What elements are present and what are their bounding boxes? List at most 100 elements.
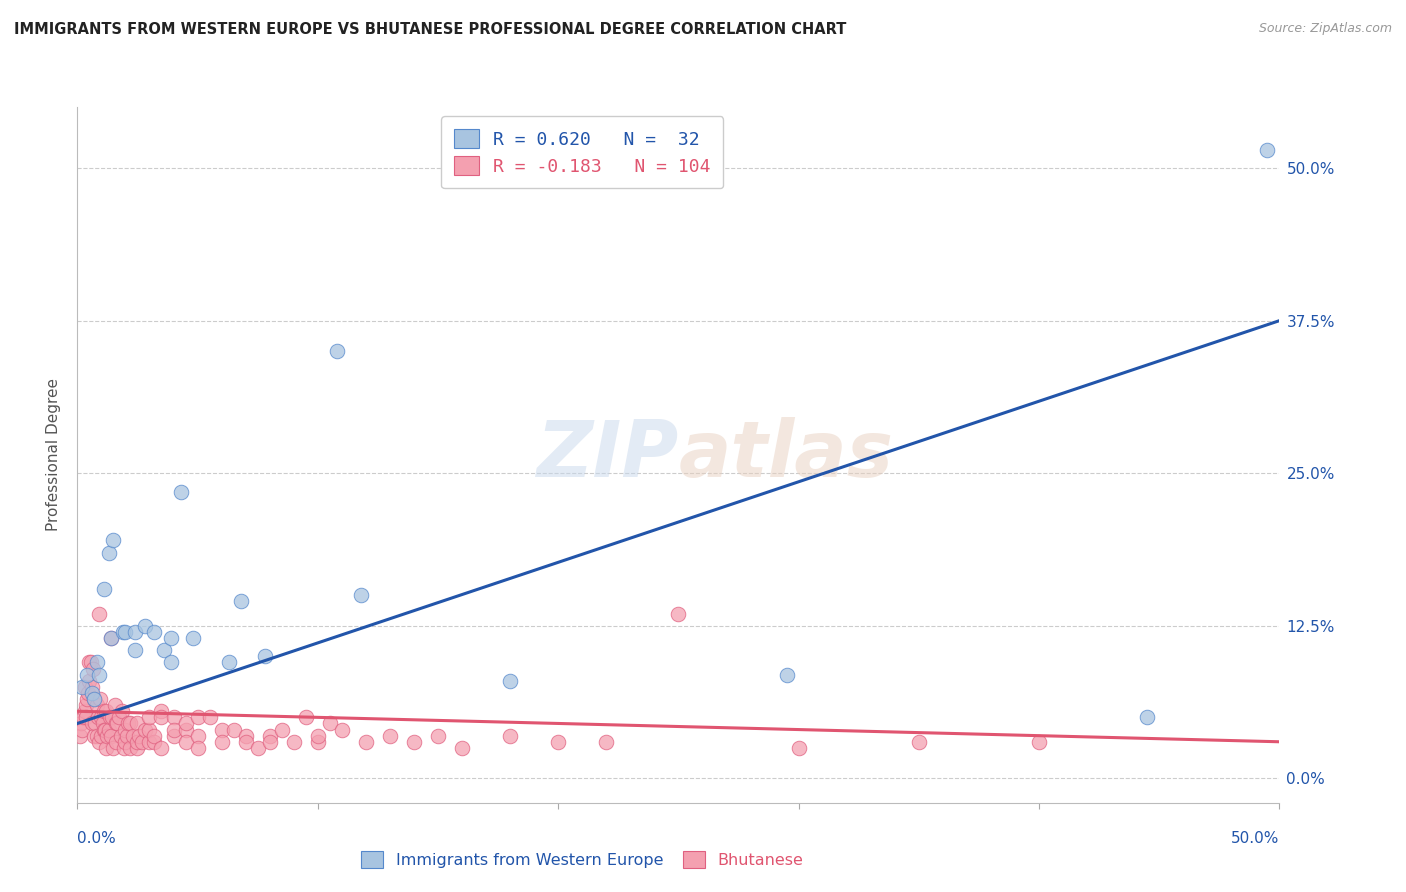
- Point: [82, 661, 104, 675]
- Point: [259, 735, 281, 749]
- Point: [908, 735, 931, 749]
- Point: [108, 710, 131, 724]
- Text: IMMIGRANTS FROM WESTERN EUROPE VS BHUTANESE PROFESSIONAL DEGREE CORRELATION CHAR: IMMIGRANTS FROM WESTERN EUROPE VS BHUTAN…: [14, 22, 846, 37]
- Point: [134, 723, 156, 737]
- Point: [134, 619, 156, 633]
- Point: [127, 740, 149, 755]
- Point: [80, 686, 103, 700]
- Point: [79, 656, 101, 670]
- Point: [283, 735, 305, 749]
- Point: [235, 735, 257, 749]
- Point: [162, 710, 184, 724]
- Point: [79, 656, 101, 670]
- Point: [124, 624, 146, 639]
- Point: [499, 673, 522, 688]
- Point: [96, 704, 118, 718]
- Point: [229, 594, 252, 608]
- Point: [72, 710, 94, 724]
- Point: [100, 631, 122, 645]
- Point: [111, 624, 134, 639]
- Point: [128, 729, 150, 743]
- Point: [114, 735, 136, 749]
- Point: [187, 710, 209, 724]
- Point: [187, 740, 209, 755]
- Point: [83, 729, 105, 743]
- Point: [100, 631, 122, 645]
- Point: [114, 723, 136, 737]
- Point: [73, 680, 96, 694]
- Text: ZIP: ZIP: [536, 417, 679, 493]
- Point: [307, 729, 329, 743]
- Point: [124, 643, 146, 657]
- Point: [104, 716, 127, 731]
- Point: [595, 735, 617, 749]
- Point: [259, 729, 281, 743]
- Point: [235, 729, 257, 743]
- Point: [93, 704, 115, 718]
- Point: [153, 643, 176, 657]
- Point: [73, 704, 96, 718]
- Point: [120, 716, 142, 731]
- Point: [110, 729, 132, 743]
- Point: [111, 704, 134, 718]
- Text: 50.0%: 50.0%: [1232, 830, 1279, 846]
- Point: [103, 740, 125, 755]
- Point: [246, 740, 269, 755]
- Point: [150, 740, 173, 755]
- Point: [174, 716, 197, 731]
- Point: [181, 631, 204, 645]
- Point: [138, 723, 160, 737]
- Y-axis label: Professional Degree: Professional Degree: [46, 378, 62, 532]
- Point: [70, 723, 93, 737]
- Point: [87, 667, 110, 681]
- Point: [218, 656, 240, 670]
- Point: [499, 729, 522, 743]
- Point: [174, 723, 197, 737]
- Point: [69, 729, 91, 743]
- Point: [86, 698, 108, 713]
- Point: [211, 735, 233, 749]
- Point: [76, 692, 98, 706]
- Point: [451, 740, 474, 755]
- Point: [253, 649, 276, 664]
- Text: 0.0%: 0.0%: [77, 830, 117, 846]
- Point: [91, 716, 114, 731]
- Point: [378, 729, 401, 743]
- Point: [120, 740, 142, 755]
- Point: [198, 710, 221, 724]
- Point: [84, 716, 107, 731]
- Point: [90, 710, 112, 724]
- Point: [187, 729, 209, 743]
- Point: [103, 533, 125, 548]
- Point: [87, 735, 110, 749]
- Legend: Immigrants from Western Europe, Bhutanese: Immigrants from Western Europe, Bhutanes…: [354, 845, 810, 875]
- Point: [330, 723, 353, 737]
- Point: [83, 692, 105, 706]
- Point: [96, 729, 118, 743]
- Point: [1136, 710, 1159, 724]
- Point: [94, 723, 117, 737]
- Point: [127, 735, 149, 749]
- Point: [131, 735, 153, 749]
- Point: [100, 729, 122, 743]
- Point: [787, 740, 810, 755]
- Text: atlas: atlas: [679, 417, 893, 493]
- Point: [93, 582, 115, 597]
- Point: [89, 692, 111, 706]
- Point: [150, 710, 173, 724]
- Point: [775, 667, 797, 681]
- Point: [427, 729, 450, 743]
- Point: [104, 735, 127, 749]
- Point: [162, 729, 184, 743]
- Point: [138, 710, 160, 724]
- Point: [70, 716, 93, 731]
- Point: [222, 723, 245, 737]
- Point: [97, 723, 120, 737]
- Point: [307, 735, 329, 749]
- Point: [326, 344, 349, 359]
- Point: [75, 698, 97, 713]
- Point: [86, 729, 108, 743]
- Point: [319, 716, 342, 731]
- Point: [112, 740, 135, 755]
- Point: [162, 723, 184, 737]
